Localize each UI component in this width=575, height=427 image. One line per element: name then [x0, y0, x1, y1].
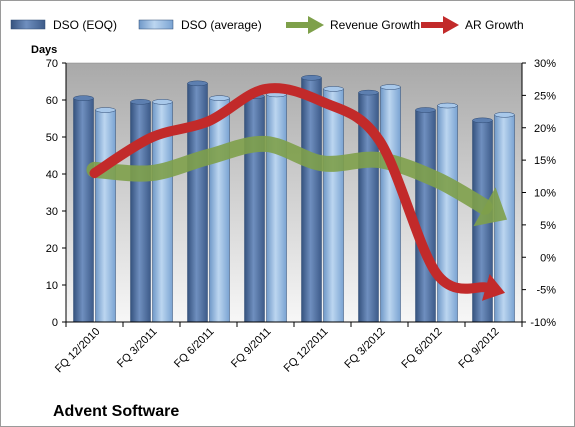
legend-dso-average: DSO (average) — [138, 18, 262, 32]
bar-cap — [209, 95, 230, 101]
bar-cap — [472, 117, 493, 124]
x-tick-label: FQ 3/2011 — [115, 326, 160, 371]
y2-tick-label: 10% — [534, 188, 556, 200]
legend-label: AR Growth — [465, 18, 524, 32]
bar-cap — [187, 80, 208, 87]
bar-dso-eoq — [244, 96, 265, 323]
y-tick-label: 60 — [46, 95, 58, 107]
legend-label: DSO (average) — [181, 18, 262, 32]
y2-tick-label: -10% — [530, 317, 556, 329]
arrows-layer — [86, 83, 508, 301]
legend-ar-growth: AR Growth — [421, 16, 524, 34]
company-name: Advent Software — [53, 403, 179, 420]
bar-cap — [358, 89, 379, 96]
legend-dso-eoq: DSO (EOQ) — [10, 18, 117, 32]
x-tick-label: FQ 9/2012 — [456, 326, 501, 371]
y-tick-label: 0 — [52, 317, 58, 329]
y-tick-label: 30 — [46, 206, 58, 218]
y2-tick-label: 15% — [534, 155, 556, 167]
bars-layer — [73, 75, 515, 323]
legend-arrowhead — [443, 16, 459, 34]
bar-dso-average — [266, 94, 287, 323]
bar-cap — [73, 95, 94, 101]
bar-cap — [437, 102, 458, 109]
legend-swatch — [10, 19, 46, 30]
bar-dso-average — [380, 86, 401, 323]
legend-swatch — [138, 19, 174, 30]
bar-dso-average — [209, 97, 230, 323]
y-tick-label: 70 — [46, 58, 58, 70]
y2-tick-label: 20% — [534, 123, 556, 135]
bar-cap — [130, 99, 151, 105]
legend: DSO (EOQ) DSO (average) Revenue Growth AR G… — [10, 16, 524, 34]
bar-cap — [301, 75, 322, 81]
bar-dso-average — [323, 88, 344, 323]
bar-dso-average — [95, 109, 116, 323]
bar-cap — [415, 107, 436, 113]
legend-revenue-growth: Revenue Growth — [286, 16, 420, 34]
y-axis-title: Days — [31, 44, 57, 56]
legend-label: DSO (EOQ) — [53, 18, 117, 32]
bar-cap — [380, 84, 401, 90]
x-tick-label: FQ 12/2011 — [282, 326, 331, 375]
y2-tick-label: 5% — [540, 220, 556, 232]
x-tick-label: FQ 9/2011 — [229, 326, 274, 371]
bar-cap — [323, 86, 344, 92]
bar-dso-eoq — [73, 97, 94, 323]
x-tick-label: FQ 12/2010 — [53, 326, 103, 376]
y2-tick-label: 0% — [540, 252, 556, 264]
y-tick-label: 40 — [46, 169, 58, 181]
y2-tick-label: -5% — [536, 285, 556, 297]
x-tick-label: FQ 6/2012 — [399, 326, 444, 371]
bar-cap — [152, 99, 173, 105]
ar-growth-arrow-head — [481, 273, 506, 301]
y2-tick-label: 30% — [534, 58, 556, 70]
bar-dso-eoq — [415, 109, 436, 323]
y2-tick-label: 25% — [534, 90, 556, 102]
legend-arrowhead — [308, 16, 324, 34]
revenue-growth-arrow-head — [473, 187, 508, 227]
revenue-growth-arrow-shaft — [86, 135, 493, 215]
y-tick-label: 20 — [46, 243, 58, 255]
y-tick-label: 50 — [46, 132, 58, 144]
bar-cap — [494, 112, 515, 118]
legend-label: Revenue Growth — [330, 18, 420, 32]
bar-dso-eoq — [301, 77, 322, 323]
x-tick-label: FQ 6/2011 — [172, 326, 217, 371]
ar-growth-arrow-shaft — [89, 83, 491, 294]
x-tick-label: FQ 3/2012 — [342, 326, 387, 371]
bar-cap — [95, 107, 116, 113]
y-tick-label: 10 — [46, 280, 58, 292]
